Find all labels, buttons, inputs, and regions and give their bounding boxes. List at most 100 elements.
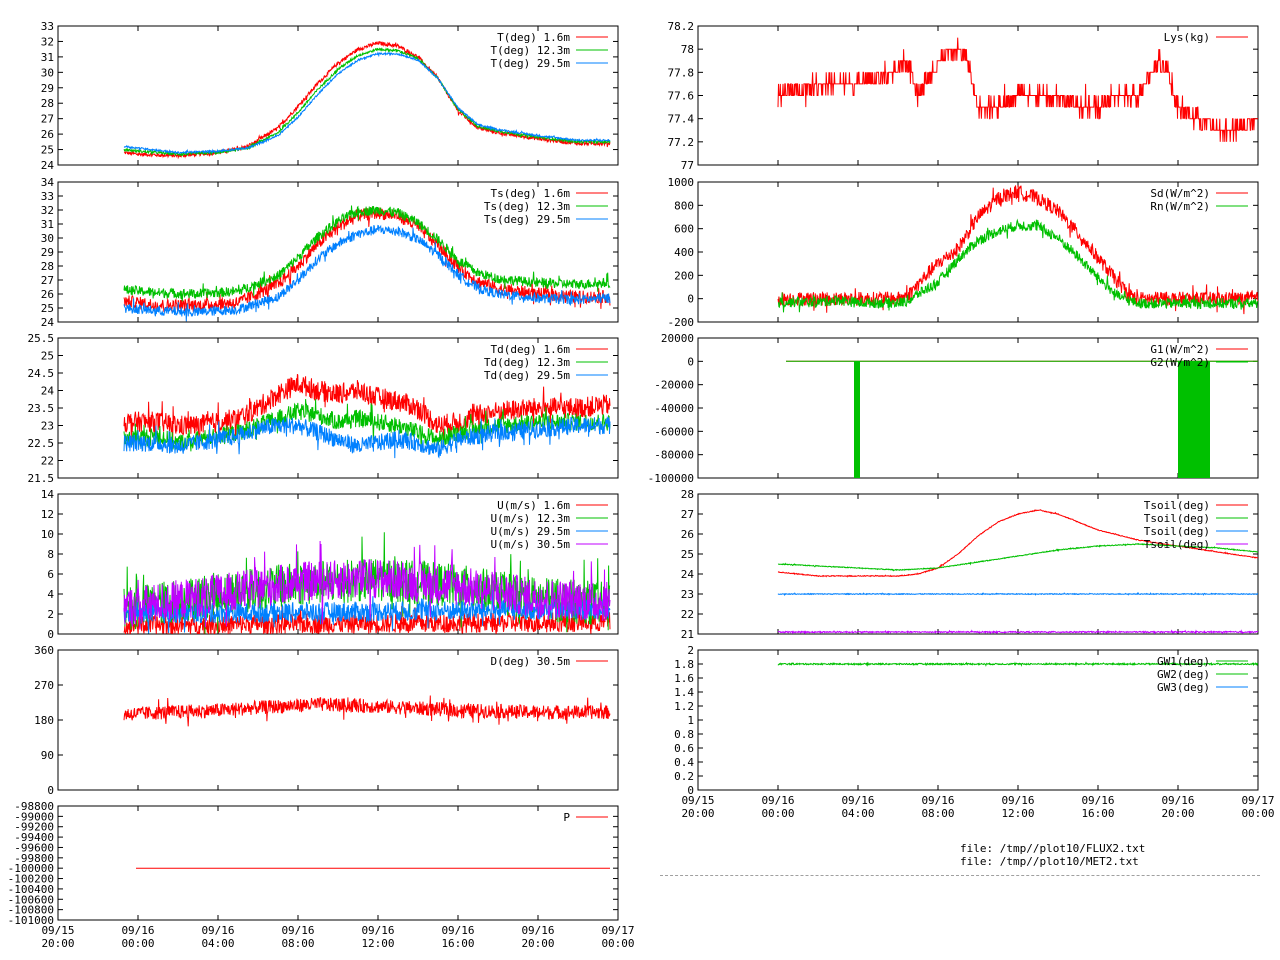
chart-panel-Tsoil: 2122232425262728Tsoil(deg)Tsoil(deg)Tsoi… [681, 488, 1259, 641]
chart-panel-D: 0 90 180 270 360 D(deg) 30.5m [34, 644, 619, 797]
x-tick-label-time: 00:00 [121, 937, 154, 950]
y-tick-label: 24.5 [28, 367, 55, 380]
x-tick-label-date: 09/16 [201, 924, 234, 937]
y-tick-label: -99200 [14, 821, 54, 834]
x-tick-label-date: 09/16 [1001, 794, 1034, 807]
y-tick-label: 1.6 [674, 672, 694, 685]
chart-panel-Td: 21.5 22 22.5 23 23.5 24 24.5 25 25.5 Td(deg) 1.6m… [28, 332, 619, 485]
y-tick-label: 22 [41, 455, 54, 468]
y-tick-label: 0.8 [674, 728, 694, 741]
x-tick-label-time: 00:00 [601, 937, 634, 950]
y-tick-label: 27 [41, 113, 54, 126]
y-tick-label: 26 [41, 128, 54, 141]
series-line [778, 218, 1258, 313]
y-tick-label: 90 [41, 749, 54, 762]
y-tick-label: -100600 [8, 893, 54, 906]
y-tick-label: 0.4 [674, 756, 694, 769]
plot-frame [57, 649, 619, 791]
x-tick-label-time: 20:00 [681, 807, 714, 820]
y-tick-label: 2 [687, 644, 694, 657]
legend-label: P [563, 811, 570, 824]
x-tick-label-date: 09/16 [521, 924, 554, 937]
y-tick-label: 33 [41, 20, 54, 33]
y-tick-label: 30 [41, 232, 54, 245]
separator-line [660, 875, 1260, 876]
chart-panel-SdRn: -200 0 200 400 600 800 1000 Sd(W/m^2)Rn(W/m^2) [668, 176, 1259, 329]
y-tick-label: -60000 [654, 425, 694, 438]
y-tick-label: 25.5 [28, 332, 55, 345]
y-tick-label: -100400 [8, 883, 54, 896]
y-tick-label: 270 [34, 679, 54, 692]
chart-panel-T: 24 25 26 27 28 29 30 31 32 33 T(deg) 1.6mT(deg) 12… [41, 20, 619, 172]
x-tick-label-time: 16:00 [441, 937, 474, 950]
series-line [777, 592, 1258, 597]
y-tick-label: -80000 [654, 449, 694, 462]
y-tick-label: 400 [674, 246, 694, 259]
plot-frame [57, 25, 619, 166]
y-tick-label: 29 [41, 246, 54, 259]
y-tick-label: 77 [681, 159, 694, 172]
legend-label: U(m/s) 29.5m [491, 525, 571, 538]
y-tick-label: 180 [34, 714, 54, 727]
y-tick-label: 32 [41, 204, 54, 217]
y-tick-label: 24 [681, 568, 695, 581]
x-tick-label-date: 09/17 [601, 924, 634, 937]
y-tick-label: -100800 [8, 904, 54, 917]
y-tick-label: 23 [41, 420, 54, 433]
legend-label: GW3(deg) [1157, 681, 1210, 694]
y-tick-label: 25 [41, 302, 54, 315]
y-tick-label: 8 [47, 548, 54, 561]
y-tick-label: 21.5 [28, 472, 55, 485]
y-tick-label: 800 [674, 199, 694, 212]
y-tick-label: -20000 [654, 379, 694, 392]
y-tick-label: 78.2 [668, 20, 695, 33]
y-tick-label: 26 [681, 528, 694, 541]
y-tick-label: 0 [687, 293, 694, 306]
y-tick-label: -200 [668, 316, 695, 329]
y-tick-label: 4 [47, 588, 54, 601]
y-tick-label: 28 [41, 260, 54, 273]
y-tick-label: 2 [47, 608, 54, 621]
y-tick-label: 600 [674, 223, 694, 236]
x-tick-label-date: 09/16 [921, 794, 954, 807]
y-tick-label: 0 [687, 355, 694, 368]
legend-label: Ts(deg) 29.5m [484, 213, 570, 226]
series-line [123, 415, 611, 459]
y-tick-label: 30 [41, 66, 54, 79]
legend-label: Sd(W/m^2) [1150, 187, 1210, 200]
y-tick-label: 77.2 [668, 136, 695, 149]
series-line [123, 224, 611, 322]
y-tick-label: -98800 [14, 800, 54, 813]
y-tick-label: -99400 [14, 831, 54, 844]
y-tick-label: 1.2 [674, 700, 694, 713]
y-tick-label: 22 [681, 608, 694, 621]
x-tick-label-date: 09/16 [441, 924, 474, 937]
y-tick-label: 1 [687, 714, 694, 727]
x-tick-label-date: 09/15 [41, 924, 74, 937]
legend-label: Td(deg) 12.3m [484, 356, 570, 369]
series-line [123, 540, 611, 630]
y-tick-label: 28 [41, 97, 54, 110]
y-tick-label: 12 [41, 508, 54, 521]
legend-label: Td(deg) 29.5m [484, 369, 570, 382]
series-line [123, 695, 611, 727]
legend-label: Tsoil(deg) [1144, 499, 1210, 512]
legend-label: G1(W/m^2) [1150, 343, 1210, 356]
chart-panel-G: -100000 -80000 -60000 -40000 -20000 0 20000 G1(… [648, 332, 1259, 485]
file-label-flux: file: /tmp//plot10/FLUX2.txt [960, 842, 1146, 855]
x-tick-label-date: 09/16 [1161, 794, 1194, 807]
legend-label: T(deg) 1.6m [497, 31, 570, 44]
legend-label: T(deg) 29.5m [491, 57, 571, 70]
x-tick-label-date: 09/16 [121, 924, 154, 937]
series-line [777, 661, 1258, 668]
y-tick-label: 1.4 [674, 686, 694, 699]
y-tick-label: 24 [41, 159, 55, 172]
y-tick-label: 1.8 [674, 658, 694, 671]
y-tick-label: 22.5 [28, 437, 55, 450]
y-tick-label: 0 [47, 628, 54, 641]
y-tick-label: 0.2 [674, 770, 694, 783]
legend-label: Ts(deg) 1.6m [491, 187, 571, 200]
x-tick-label-time: 20:00 [41, 937, 74, 950]
